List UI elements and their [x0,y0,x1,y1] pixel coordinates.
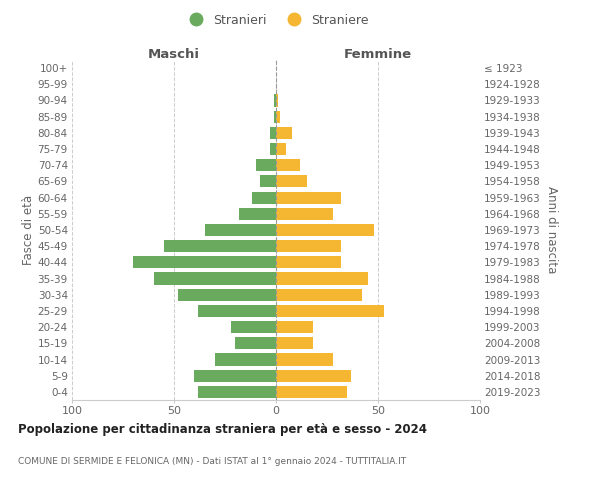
Bar [276,386,347,398]
Bar [256,159,276,172]
Bar [276,272,368,284]
Bar [276,338,313,349]
Bar [276,110,280,122]
Bar [164,240,276,252]
Bar [194,370,276,382]
Bar [276,256,341,268]
Bar [276,143,286,155]
Bar [154,272,276,284]
Bar [270,143,276,155]
Bar [276,159,301,172]
Bar [178,288,276,301]
Bar [276,192,341,203]
Bar [215,354,276,366]
Text: Femmine: Femmine [344,48,412,61]
Bar [260,176,276,188]
Text: COMUNE DI SERMIDE E FELONICA (MN) - Dati ISTAT al 1° gennaio 2024 - TUTTITALIA.I: COMUNE DI SERMIDE E FELONICA (MN) - Dati… [18,458,406,466]
Bar [276,321,313,333]
Bar [276,305,384,317]
Bar [276,354,333,366]
Bar [276,127,292,139]
Bar [274,110,276,122]
Bar [276,176,307,188]
Bar [274,94,276,106]
Bar [199,305,276,317]
Bar [251,192,276,203]
Bar [276,370,352,382]
Bar [276,94,278,106]
Legend: Stranieri, Straniere: Stranieri, Straniere [178,8,374,32]
Bar [133,256,276,268]
Bar [270,127,276,139]
Bar [276,240,341,252]
Y-axis label: Anni di nascita: Anni di nascita [545,186,557,274]
Bar [239,208,276,220]
Bar [205,224,276,236]
Text: Maschi: Maschi [148,48,200,61]
Bar [276,288,362,301]
Bar [276,208,333,220]
Bar [276,224,374,236]
Y-axis label: Fasce di età: Fasce di età [22,195,35,265]
Bar [235,338,276,349]
Bar [231,321,276,333]
Text: Popolazione per cittadinanza straniera per età e sesso - 2024: Popolazione per cittadinanza straniera p… [18,422,427,436]
Bar [199,386,276,398]
